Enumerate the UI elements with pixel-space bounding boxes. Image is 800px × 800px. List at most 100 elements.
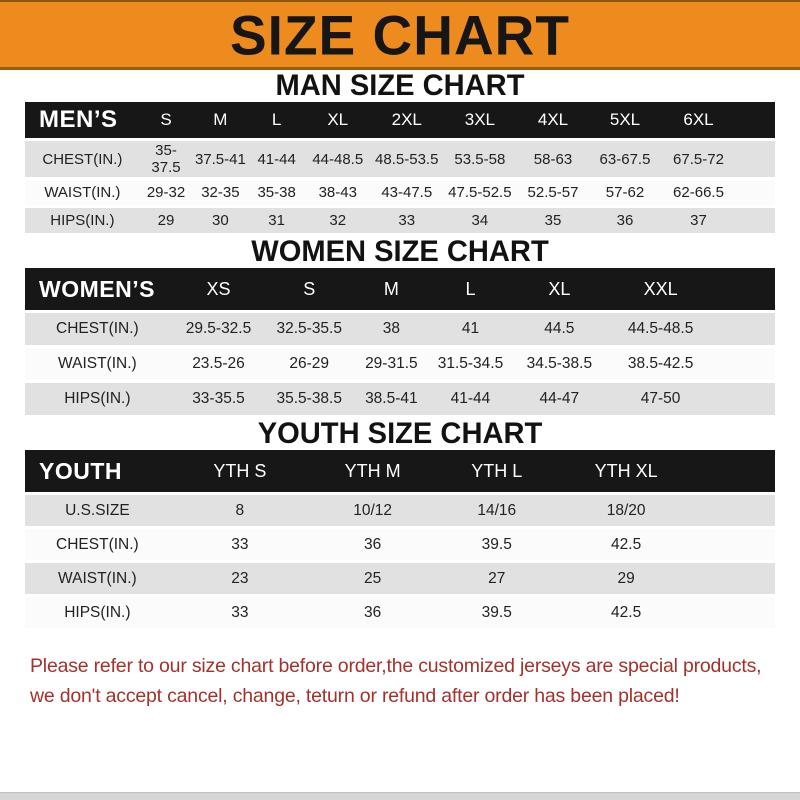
size-value-cell: 39.5 — [435, 595, 559, 631]
size-value-cell: 32 — [304, 206, 371, 236]
table-row: CHEST(IN.) 29.5-32.5 32.5-35.5 38 41 44.5 44.5… — [25, 311, 775, 348]
table-row: CHEST(IN.) 33 36 39.5 42.5 — [25, 527, 775, 563]
row-label: U.S.SIZE — [25, 493, 170, 529]
table-row: WAIST(IN.) 29-32 32-35 35-38 38-43 43-47.5 47.… — [25, 178, 775, 208]
size-value-cell: 41 — [431, 311, 510, 348]
size-value-cell: 44.5-48.5 — [609, 311, 775, 348]
size-value-cell: 63-67.5 — [588, 139, 661, 180]
size-value-cell: 27 — [435, 561, 559, 597]
section-man: MAN SIZE CHART MEN’S S M L XL 2XL 3XL 4XL 5XL 6XL… — [0, 70, 800, 236]
size-value-cell: 41-44 — [431, 381, 510, 418]
size-value-cell: 39.5 — [435, 527, 559, 563]
size-value-cell: 36 — [588, 206, 661, 236]
size-value-cell: 35-37.5 — [139, 139, 193, 180]
size-value-cell: 57-62 — [588, 178, 661, 208]
size-value-cell: 38.5-42.5 — [609, 346, 775, 383]
size-value-cell: 8 — [169, 493, 310, 529]
table-row: HIPS(IN.) 33 36 39.5 42.5 — [25, 595, 775, 631]
size-value-cell: 29.5-32.5 — [169, 311, 268, 348]
size-value-cell: 33 — [169, 527, 310, 563]
youth-section-title: YOUTH SIZE CHART — [257, 417, 543, 450]
section-youth: YOUTH SIZE CHART YOUTH YTH S YTH M YTH L YTH… — [0, 418, 800, 631]
size-value-cell: 42.5 — [558, 527, 775, 563]
column-header: XL — [509, 268, 610, 313]
size-value-cell: 38.5-41 — [351, 381, 432, 418]
table-header-row: YOUTH YTH S YTH M YTH L YTH XL — [25, 450, 775, 495]
row-label: WAIST(IN.) — [25, 346, 170, 383]
size-value-cell: 36 — [309, 527, 436, 563]
size-value-cell: 29 — [139, 206, 193, 236]
row-label: HIPS(IN.) — [25, 206, 140, 236]
notice-line-2: we don't accept cancel, change, teturn o… — [30, 685, 680, 707]
size-value-cell: 18/20 — [558, 493, 775, 529]
size-value-cell: 42.5 — [558, 595, 775, 631]
column-header: XS — [169, 268, 268, 313]
size-value-cell: 37.5-41 — [192, 139, 249, 180]
row-label: WAIST(IN.) — [25, 178, 140, 208]
size-value-cell: 30 — [192, 206, 249, 236]
size-value-cell: 32-35 — [192, 178, 249, 208]
women-section-title: WOMEN SIZE CHART — [251, 235, 549, 268]
table-row: WAIST(IN.) 23.5-26 26-29 29-31.5 31.5-34.5 34… — [25, 346, 775, 383]
size-value-cell: 31.5-34.5 — [431, 346, 510, 383]
size-value-cell: 33-35.5 — [169, 381, 268, 418]
table-header-row: WOMEN’S XS S M L XL XXL — [25, 268, 775, 313]
size-value-cell: 35.5-38.5 — [267, 381, 352, 418]
size-value-cell: 23 — [169, 561, 310, 597]
size-value-cell: 43-47.5 — [370, 178, 443, 208]
column-header: YTH M — [309, 450, 436, 495]
size-value-cell: 35-38 — [248, 178, 305, 208]
size-value-cell: 37 — [660, 206, 775, 236]
column-header: L — [248, 102, 305, 141]
column-header: M — [192, 102, 249, 141]
table-label: YOUTH — [25, 450, 170, 495]
women-size-table: WOMEN’S XS S M L XL XXL CHEST(IN.) 29.5-32.5 32.… — [25, 268, 775, 418]
size-value-cell: 23.5-26 — [169, 346, 268, 383]
column-header: YTH XL — [558, 450, 775, 495]
size-value-cell: 58-63 — [516, 139, 589, 180]
page-title: SIZE CHART — [230, 2, 570, 67]
size-value-cell: 29 — [558, 561, 775, 597]
column-header: YTH S — [169, 450, 310, 495]
notice-line-1: Please refer to our size chart before or… — [30, 655, 762, 677]
column-header: 2XL — [370, 102, 443, 141]
table-label: MEN’S — [25, 102, 140, 141]
size-value-cell: 35 — [516, 206, 589, 236]
column-header: YTH L — [435, 450, 559, 495]
size-value-cell: 47-50 — [609, 381, 775, 418]
size-value-cell: 44-48.5 — [304, 139, 371, 180]
row-label: CHEST(IN.) — [25, 139, 140, 180]
column-header: S — [139, 102, 193, 141]
size-value-cell: 25 — [309, 561, 436, 597]
section-women: WOMEN SIZE CHART WOMEN’S XS S M L XL XXL CHEST… — [0, 236, 800, 418]
column-header: 5XL — [588, 102, 661, 141]
size-value-cell: 48.5-53.5 — [370, 139, 443, 180]
size-value-cell: 32.5-35.5 — [267, 311, 352, 348]
size-value-cell: 14/16 — [435, 493, 559, 529]
row-label: WAIST(IN.) — [25, 561, 170, 597]
column-header: XL — [304, 102, 371, 141]
column-header: L — [431, 268, 510, 313]
size-value-cell: 34 — [442, 206, 517, 236]
table-label: WOMEN’S — [25, 268, 170, 313]
size-value-cell: 44.5 — [509, 311, 610, 348]
youth-size-table: YOUTH YTH S YTH M YTH L YTH XL U.S.SIZE 8 10/1… — [25, 450, 775, 631]
column-header: M — [351, 268, 432, 313]
size-value-cell: 52.5-57 — [516, 178, 589, 208]
size-value-cell: 41-44 — [248, 139, 305, 180]
table-header-row: MEN’S S M L XL 2XL 3XL 4XL 5XL 6XL — [25, 102, 775, 141]
men-size-table: MEN’S S M L XL 2XL 3XL 4XL 5XL 6XL CHEST(IN.) 35-3… — [25, 102, 775, 236]
table-row: U.S.SIZE 8 10/12 14/16 18/20 — [25, 493, 775, 529]
table-row: CHEST(IN.) 35-37.5 37.5-41 41-44 44-48.5 48.5… — [25, 139, 775, 180]
size-value-cell: 38-43 — [304, 178, 371, 208]
size-value-cell: 26-29 — [267, 346, 352, 383]
row-label: CHEST(IN.) — [25, 527, 170, 563]
row-label: HIPS(IN.) — [25, 381, 170, 418]
column-header: 6XL — [660, 102, 775, 141]
size-value-cell: 29-31.5 — [351, 346, 432, 383]
size-value-cell: 47.5-52.5 — [442, 178, 517, 208]
size-value-cell: 62-66.5 — [660, 178, 775, 208]
column-header: 3XL — [442, 102, 517, 141]
size-value-cell: 36 — [309, 595, 436, 631]
